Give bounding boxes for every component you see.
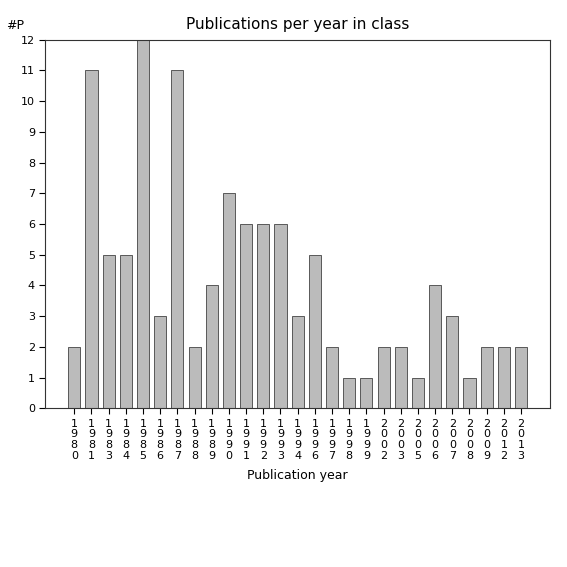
Bar: [309, 255, 321, 408]
Bar: [68, 347, 81, 408]
Bar: [206, 285, 218, 408]
Bar: [498, 347, 510, 408]
Bar: [154, 316, 166, 408]
Bar: [361, 378, 373, 408]
Bar: [395, 347, 407, 408]
Bar: [240, 224, 252, 408]
X-axis label: Publication year: Publication year: [247, 469, 348, 483]
Bar: [103, 255, 115, 408]
Bar: [257, 224, 269, 408]
Bar: [429, 285, 441, 408]
Title: Publications per year in class: Publications per year in class: [186, 16, 409, 32]
Bar: [274, 224, 286, 408]
Bar: [171, 70, 183, 408]
Bar: [86, 70, 98, 408]
Bar: [223, 193, 235, 408]
Bar: [189, 347, 201, 408]
Y-axis label: #P: #P: [6, 19, 24, 32]
Bar: [446, 316, 458, 408]
Bar: [326, 347, 338, 408]
Bar: [378, 347, 390, 408]
Bar: [515, 347, 527, 408]
Bar: [120, 255, 132, 408]
Bar: [481, 347, 493, 408]
Bar: [291, 316, 304, 408]
Bar: [137, 40, 149, 408]
Bar: [412, 378, 424, 408]
Bar: [343, 378, 356, 408]
Bar: [463, 378, 476, 408]
